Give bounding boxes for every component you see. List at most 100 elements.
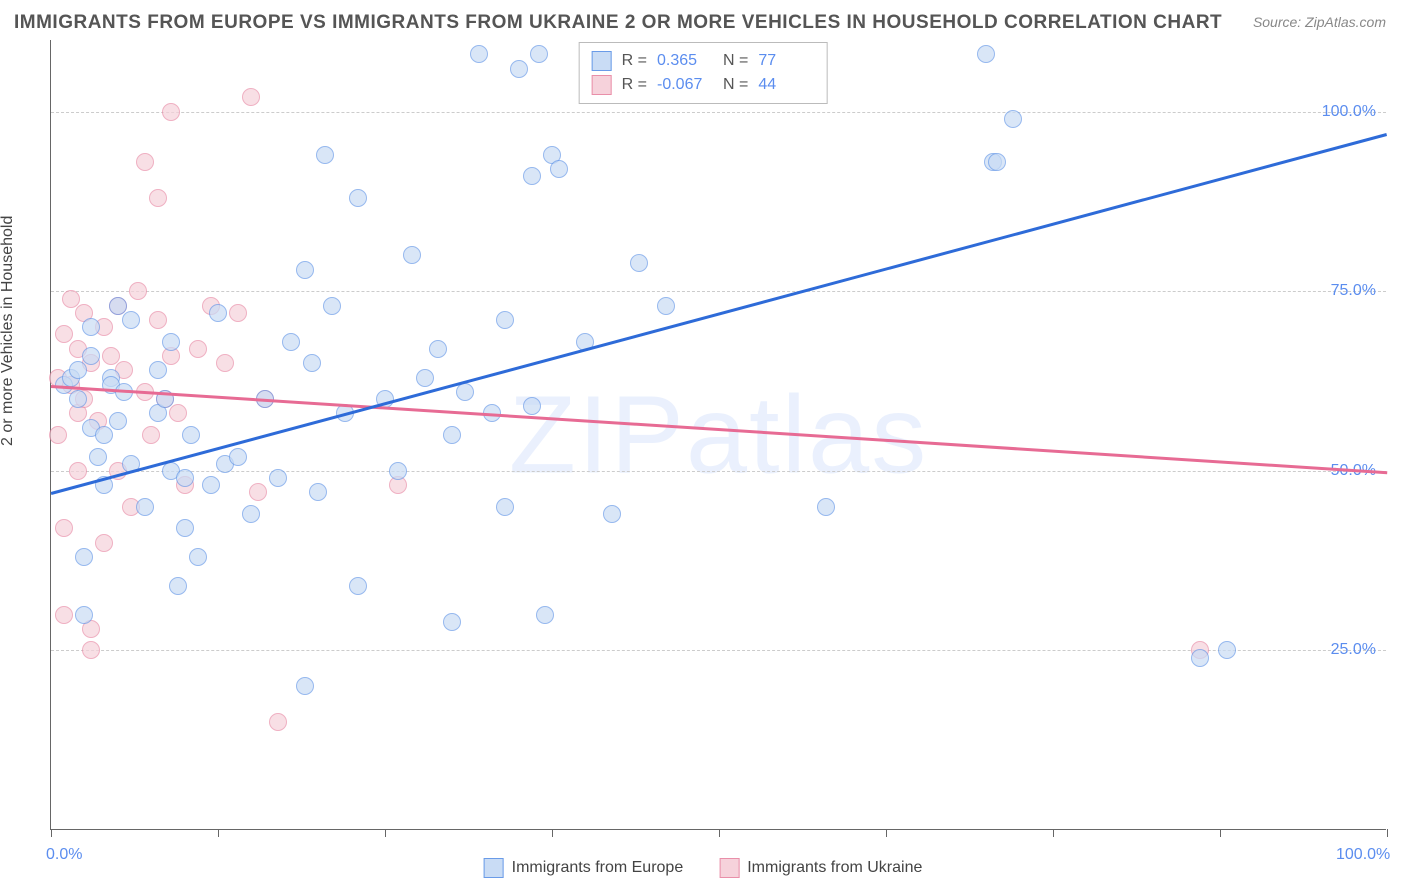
marker-ukraine <box>142 426 160 444</box>
legend-row-europe: R = 0.365 N = 77 <box>592 49 815 73</box>
x-tick-label-min: 0.0% <box>46 846 82 864</box>
watermark: ZIPatlas <box>509 371 928 498</box>
plot-area: ZIPatlas 25.0%50.0%75.0%100.0% <box>50 40 1386 830</box>
swatch-europe <box>592 51 612 71</box>
marker-europe <box>202 476 220 494</box>
marker-europe <box>1004 110 1022 128</box>
marker-ukraine <box>102 347 120 365</box>
marker-europe <box>69 361 87 379</box>
marker-europe <box>303 354 321 372</box>
marker-europe <box>443 613 461 631</box>
x-tick <box>51 829 52 837</box>
n-value-europe: 77 <box>758 52 814 70</box>
source-name: ZipAtlas.com <box>1305 14 1386 30</box>
marker-europe <box>176 519 194 537</box>
marker-europe <box>443 426 461 444</box>
trendline-ukraine <box>51 385 1387 474</box>
legend-label-ukraine: Immigrants from Ukraine <box>747 859 922 877</box>
marker-ukraine <box>129 282 147 300</box>
marker-ukraine <box>242 88 260 106</box>
swatch-europe <box>484 858 504 878</box>
marker-europe <box>282 333 300 351</box>
legend-series: Immigrants from Europe Immigrants from U… <box>484 858 923 878</box>
marker-europe <box>209 304 227 322</box>
marker-europe <box>75 548 93 566</box>
marker-europe <box>75 606 93 624</box>
marker-europe <box>523 167 541 185</box>
marker-europe <box>316 146 334 164</box>
legend-label-europe: Immigrants from Europe <box>512 859 684 877</box>
legend-correlation: R = 0.365 N = 77 R = -0.067 N = 44 <box>579 42 828 104</box>
marker-europe <box>977 45 995 63</box>
marker-europe <box>349 189 367 207</box>
source-credit: Source: ZipAtlas.com <box>1253 14 1386 30</box>
swatch-ukraine <box>592 75 612 95</box>
r-label: R = <box>622 52 647 70</box>
r-value-europe: 0.365 <box>657 52 713 70</box>
marker-ukraine <box>55 606 73 624</box>
r-value-ukraine: -0.067 <box>657 76 713 94</box>
marker-europe <box>82 318 100 336</box>
gridline-h <box>51 471 1386 472</box>
x-tick <box>552 829 553 837</box>
x-tick <box>218 829 219 837</box>
marker-europe <box>296 677 314 695</box>
x-tick <box>1220 829 1221 837</box>
marker-europe <box>323 297 341 315</box>
legend-item-europe: Immigrants from Europe <box>484 858 684 878</box>
legend-row-ukraine: R = -0.067 N = 44 <box>592 73 815 97</box>
marker-ukraine <box>189 340 207 358</box>
marker-ukraine <box>216 354 234 372</box>
marker-europe <box>530 45 548 63</box>
marker-europe <box>309 483 327 501</box>
marker-ukraine <box>249 483 267 501</box>
n-label: N = <box>723 76 748 94</box>
y-tick-label: 25.0% <box>1331 641 1376 659</box>
marker-europe <box>69 390 87 408</box>
marker-europe <box>109 297 127 315</box>
marker-europe <box>89 448 107 466</box>
marker-europe <box>550 160 568 178</box>
marker-europe <box>136 498 154 516</box>
x-tick <box>886 829 887 837</box>
marker-europe <box>523 397 541 415</box>
marker-europe <box>429 340 447 358</box>
marker-europe <box>603 505 621 523</box>
marker-ukraine <box>62 290 80 308</box>
marker-europe <box>456 383 474 401</box>
marker-europe <box>296 261 314 279</box>
source-label: Source: <box>1253 14 1301 30</box>
marker-europe <box>189 548 207 566</box>
x-tick <box>1387 829 1388 837</box>
marker-europe <box>242 505 260 523</box>
marker-ukraine <box>149 189 167 207</box>
gridline-h <box>51 291 1386 292</box>
gridline-h <box>51 650 1386 651</box>
marker-ukraine <box>169 404 187 422</box>
marker-europe <box>229 448 247 466</box>
marker-europe <box>176 469 194 487</box>
legend-item-ukraine: Immigrants from Ukraine <box>719 858 922 878</box>
marker-ukraine <box>55 519 73 537</box>
chart-title: IMMIGRANTS FROM EUROPE VS IMMIGRANTS FRO… <box>14 12 1222 34</box>
trendline-europe <box>51 133 1388 495</box>
marker-europe <box>1191 649 1209 667</box>
marker-europe <box>269 469 287 487</box>
marker-ukraine <box>95 534 113 552</box>
marker-ukraine <box>136 153 154 171</box>
marker-europe <box>510 60 528 78</box>
marker-europe <box>109 412 127 430</box>
y-tick-label: 100.0% <box>1322 103 1376 121</box>
marker-europe <box>169 577 187 595</box>
marker-ukraine <box>82 641 100 659</box>
y-axis-title: 2 or more Vehicles in Household <box>0 216 17 446</box>
marker-europe <box>496 498 514 516</box>
marker-europe <box>403 246 421 264</box>
marker-europe <box>416 369 434 387</box>
marker-europe <box>82 347 100 365</box>
marker-ukraine <box>149 311 167 329</box>
x-tick-label-max: 100.0% <box>1336 846 1390 864</box>
marker-europe <box>630 254 648 272</box>
marker-europe <box>657 297 675 315</box>
marker-europe <box>149 361 167 379</box>
